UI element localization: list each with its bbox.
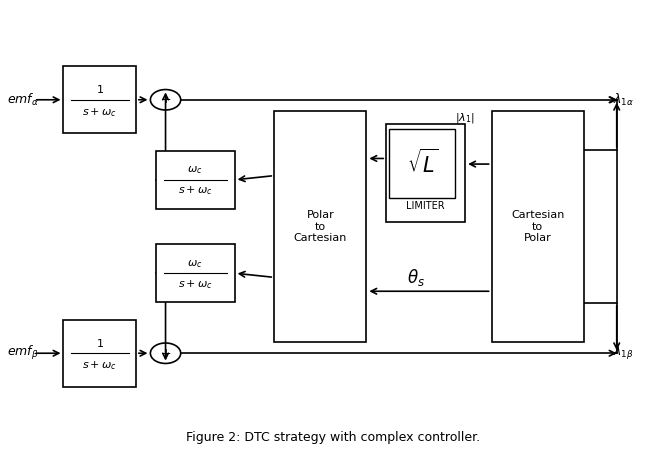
Text: +: +: [160, 93, 171, 106]
Text: $\omega_c$: $\omega_c$: [187, 258, 203, 270]
Text: $emf_{\alpha}$: $emf_{\alpha}$: [7, 92, 39, 108]
Text: +: +: [160, 347, 171, 360]
Text: $\omega_c$: $\omega_c$: [187, 164, 203, 177]
Text: $\sqrt{L}$: $\sqrt{L}$: [407, 149, 438, 177]
Text: $s + \omega_c$: $s + \omega_c$: [82, 360, 117, 372]
FancyBboxPatch shape: [63, 67, 136, 133]
Text: $|\lambda_1|$: $|\lambda_1|$: [456, 111, 475, 125]
FancyBboxPatch shape: [63, 320, 136, 386]
Text: $emf_{\beta}$: $emf_{\beta}$: [7, 344, 39, 362]
Text: Polar
to
Cartesian: Polar to Cartesian: [293, 210, 347, 243]
Text: $s + \omega_c$: $s + \omega_c$: [177, 184, 213, 197]
Text: $1$: $1$: [95, 83, 103, 95]
FancyBboxPatch shape: [386, 124, 466, 222]
Text: $\lambda_{1\beta}$: $\lambda_{1\beta}$: [614, 344, 634, 362]
FancyBboxPatch shape: [390, 129, 456, 198]
FancyBboxPatch shape: [492, 111, 584, 342]
Text: Figure 2: DTC strategy with complex controller.: Figure 2: DTC strategy with complex cont…: [187, 431, 480, 444]
Text: $s + \omega_c$: $s + \omega_c$: [177, 278, 213, 290]
Text: $1$: $1$: [95, 337, 103, 348]
Text: $s + \omega_c$: $s + \omega_c$: [82, 106, 117, 119]
FancyBboxPatch shape: [155, 151, 235, 209]
FancyBboxPatch shape: [155, 244, 235, 302]
Text: LIMITER: LIMITER: [406, 201, 445, 211]
Text: Cartesian
to
Polar: Cartesian to Polar: [511, 210, 564, 243]
FancyBboxPatch shape: [274, 111, 366, 342]
Text: $\theta_s$: $\theta_s$: [407, 267, 425, 288]
Text: $\lambda_{1\alpha}$: $\lambda_{1\alpha}$: [614, 92, 634, 108]
